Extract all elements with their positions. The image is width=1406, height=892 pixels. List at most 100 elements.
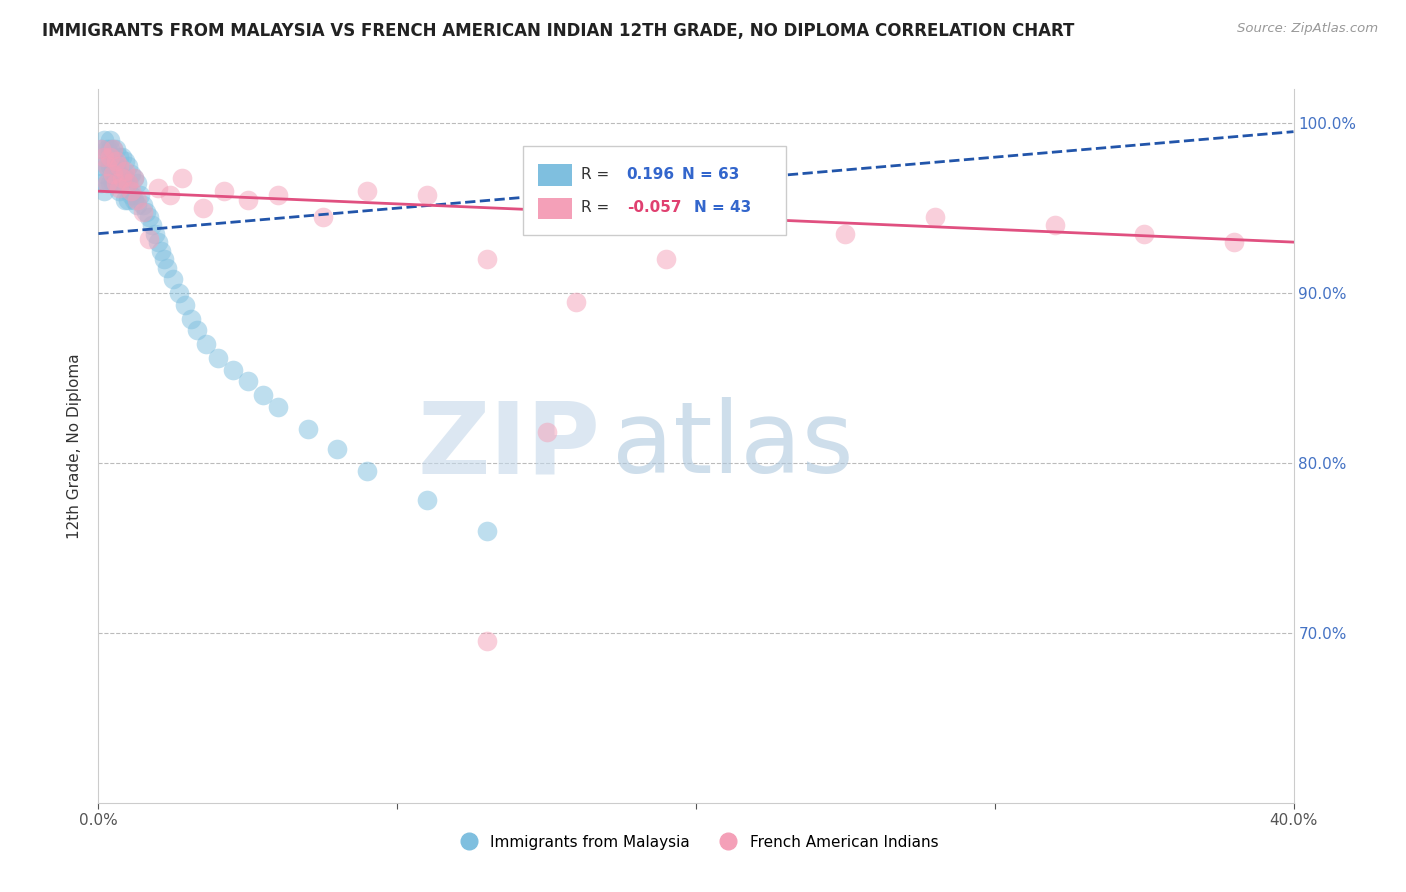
Point: [90, 176, 112, 190]
Point: [167, 286, 190, 301]
Point: [1223, 235, 1246, 249]
Point: [172, 170, 194, 185]
Point: [127, 176, 149, 190]
Point: [105, 159, 128, 173]
Point: [103, 176, 125, 190]
Legend: Immigrants from Malaysia, French American Indians: Immigrants from Malaysia, French America…: [447, 829, 945, 855]
Point: [96, 176, 118, 190]
Point: [626, 184, 648, 198]
Point: [111, 150, 134, 164]
Point: [356, 184, 378, 198]
Point: [114, 163, 136, 178]
Point: [834, 227, 856, 241]
Text: N = 43: N = 43: [693, 200, 751, 215]
Point: [267, 187, 290, 202]
Point: [124, 170, 146, 185]
Point: [120, 187, 142, 202]
Point: [127, 193, 149, 207]
Point: [565, 294, 588, 309]
Point: [93, 167, 115, 181]
Point: [96, 142, 118, 156]
Point: [124, 170, 146, 185]
Point: [103, 142, 125, 156]
Point: [93, 150, 115, 164]
Point: [90, 142, 112, 156]
Point: [111, 170, 134, 185]
Text: ZIP: ZIP: [418, 398, 600, 494]
Text: 0.196: 0.196: [627, 167, 675, 182]
Point: [117, 193, 139, 207]
Point: [685, 193, 707, 207]
Point: [132, 198, 155, 212]
Point: [475, 634, 498, 648]
Point: [222, 362, 245, 376]
Point: [148, 180, 170, 194]
Point: [96, 159, 118, 173]
FancyBboxPatch shape: [523, 146, 786, 235]
Point: [105, 142, 128, 156]
Point: [103, 159, 125, 173]
Point: [195, 337, 218, 351]
Text: Source: ZipAtlas.com: Source: ZipAtlas.com: [1237, 22, 1378, 36]
Point: [117, 159, 139, 173]
Point: [117, 176, 139, 190]
Point: [98, 150, 122, 164]
Point: [120, 167, 142, 181]
Point: [103, 142, 125, 156]
Point: [98, 133, 122, 147]
Point: [174, 298, 197, 312]
Point: [180, 311, 202, 326]
Point: [129, 187, 152, 202]
Text: IMMIGRANTS FROM MALAYSIA VS FRENCH AMERICAN INDIAN 12TH GRADE, NO DIPLOMA CORREL: IMMIGRANTS FROM MALAYSIA VS FRENCH AMERI…: [42, 22, 1074, 40]
Point: [416, 493, 439, 508]
Point: [98, 159, 122, 173]
Point: [745, 201, 768, 215]
Point: [186, 323, 208, 337]
Point: [212, 184, 235, 198]
Point: [536, 425, 558, 440]
Point: [120, 184, 142, 198]
Point: [117, 176, 139, 190]
Point: [148, 235, 170, 249]
Point: [326, 442, 349, 457]
Point: [1043, 218, 1066, 232]
Point: [114, 153, 136, 168]
Point: [108, 167, 131, 181]
Point: [138, 232, 160, 246]
Point: [105, 176, 128, 190]
Point: [356, 465, 378, 479]
Point: [141, 218, 163, 232]
Text: -0.057: -0.057: [627, 200, 681, 215]
Point: [416, 187, 439, 202]
Point: [475, 524, 498, 538]
Point: [108, 159, 131, 173]
Text: R =: R =: [581, 167, 609, 182]
Point: [93, 133, 115, 147]
Point: [159, 187, 181, 202]
Text: N = 63: N = 63: [682, 167, 740, 182]
Point: [150, 244, 173, 258]
Point: [297, 422, 319, 436]
Point: [114, 193, 136, 207]
Point: [103, 167, 125, 181]
Point: [156, 260, 179, 275]
FancyBboxPatch shape: [538, 198, 572, 219]
Point: [191, 201, 214, 215]
Point: [105, 176, 128, 190]
Point: [924, 210, 946, 224]
Point: [105, 153, 128, 168]
Text: R =: R =: [581, 200, 609, 215]
Text: atlas: atlas: [613, 398, 853, 494]
Point: [236, 193, 259, 207]
Point: [655, 252, 678, 266]
Point: [143, 227, 166, 241]
Point: [90, 142, 112, 156]
Point: [127, 198, 149, 212]
Point: [111, 170, 134, 185]
Point: [98, 176, 122, 190]
Point: [132, 204, 155, 219]
Point: [207, 351, 229, 365]
Point: [135, 204, 157, 219]
Point: [1133, 227, 1156, 241]
Point: [93, 150, 115, 164]
